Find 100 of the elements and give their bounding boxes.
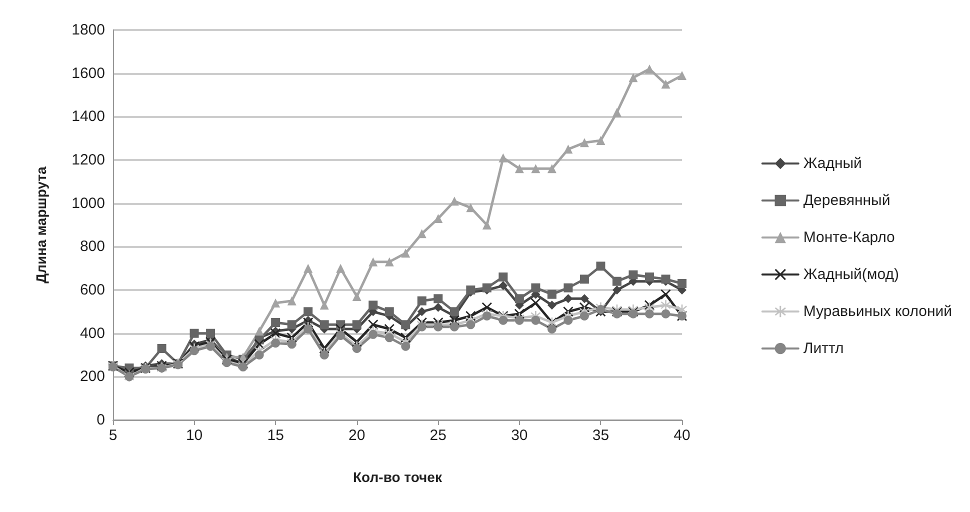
point xyxy=(660,300,671,310)
point xyxy=(482,220,492,230)
point xyxy=(417,322,426,332)
x-tick-label: 15 xyxy=(267,427,284,444)
point xyxy=(498,272,508,282)
point xyxy=(434,322,443,332)
point xyxy=(206,328,216,338)
legend-label: Муравьиных колоний xyxy=(803,303,952,320)
y-axis-title: Длина маршрута xyxy=(33,166,49,284)
point xyxy=(417,307,426,316)
y-tick-label: 800 xyxy=(80,238,105,256)
point xyxy=(660,289,671,300)
point xyxy=(514,316,524,325)
point xyxy=(434,302,443,312)
point xyxy=(612,286,622,294)
point xyxy=(336,264,346,273)
point xyxy=(580,274,589,284)
point xyxy=(612,309,622,318)
x-tick-label: 30 xyxy=(511,427,528,444)
point xyxy=(514,164,524,174)
legend-label: Монте-Карло xyxy=(803,229,895,246)
point xyxy=(320,300,329,310)
point xyxy=(596,136,606,145)
point xyxy=(401,248,410,258)
point xyxy=(450,307,459,316)
point xyxy=(417,229,426,238)
point xyxy=(514,294,524,304)
point xyxy=(352,344,362,353)
y-tick-label: 1200 xyxy=(72,152,105,168)
point xyxy=(531,164,540,174)
point xyxy=(612,108,622,117)
point xyxy=(628,73,638,82)
point xyxy=(466,286,476,294)
point xyxy=(271,318,280,327)
point xyxy=(547,290,556,299)
point xyxy=(271,298,280,308)
point xyxy=(661,309,670,318)
point xyxy=(287,296,296,306)
y-tick-label: 1000 xyxy=(72,194,105,212)
point xyxy=(287,320,296,330)
point xyxy=(304,307,313,316)
point xyxy=(434,294,443,304)
point xyxy=(368,330,378,339)
point xyxy=(271,338,280,348)
point xyxy=(547,164,556,174)
x-tick-label: 20 xyxy=(348,427,366,444)
point xyxy=(661,80,670,89)
point xyxy=(628,309,638,318)
point xyxy=(530,298,541,308)
point xyxy=(384,307,394,316)
point xyxy=(644,309,654,318)
point xyxy=(644,272,654,282)
point xyxy=(304,264,313,273)
y-tick-label: 400 xyxy=(80,324,105,342)
point xyxy=(450,322,459,332)
point xyxy=(678,279,686,288)
point xyxy=(498,316,508,325)
point xyxy=(320,350,329,360)
point xyxy=(628,270,638,280)
point xyxy=(417,296,426,306)
point xyxy=(401,342,410,351)
point xyxy=(678,71,686,80)
point xyxy=(368,300,378,310)
y-tick-label: 1400 xyxy=(72,108,105,126)
legend-label: Жадный xyxy=(803,155,862,172)
x-tick-label: 10 xyxy=(186,427,203,444)
point xyxy=(564,316,573,325)
y-tick-label: 600 xyxy=(80,282,105,298)
point xyxy=(612,276,622,286)
x-tick-label: 35 xyxy=(592,427,610,444)
point xyxy=(352,320,362,330)
point xyxy=(564,283,573,292)
point xyxy=(564,144,573,154)
point xyxy=(352,292,362,301)
x-tick-label: 25 xyxy=(430,427,446,444)
point xyxy=(580,138,589,148)
point xyxy=(206,342,216,351)
point xyxy=(596,262,606,271)
legend-label: Деревянный xyxy=(803,192,890,209)
point xyxy=(304,324,313,334)
point xyxy=(320,320,329,330)
point xyxy=(254,326,264,336)
x-tick-label: 40 xyxy=(674,427,690,444)
x-tick-label: 5 xyxy=(108,427,118,444)
point xyxy=(531,283,540,292)
legend-label: Жадный(мод) xyxy=(803,266,900,283)
x-axis-title: Кол-во точек xyxy=(353,469,443,485)
point xyxy=(157,344,166,353)
point xyxy=(254,350,264,360)
point xyxy=(498,281,508,290)
y-tick-label: 1800 xyxy=(72,22,105,38)
point xyxy=(547,300,556,310)
point xyxy=(564,294,573,304)
point xyxy=(384,333,394,342)
legend-label: Литтл xyxy=(803,340,844,357)
point xyxy=(368,257,378,266)
point xyxy=(384,257,394,266)
y-tick-label: 1600 xyxy=(72,64,105,82)
point xyxy=(482,312,492,320)
point xyxy=(498,153,508,162)
